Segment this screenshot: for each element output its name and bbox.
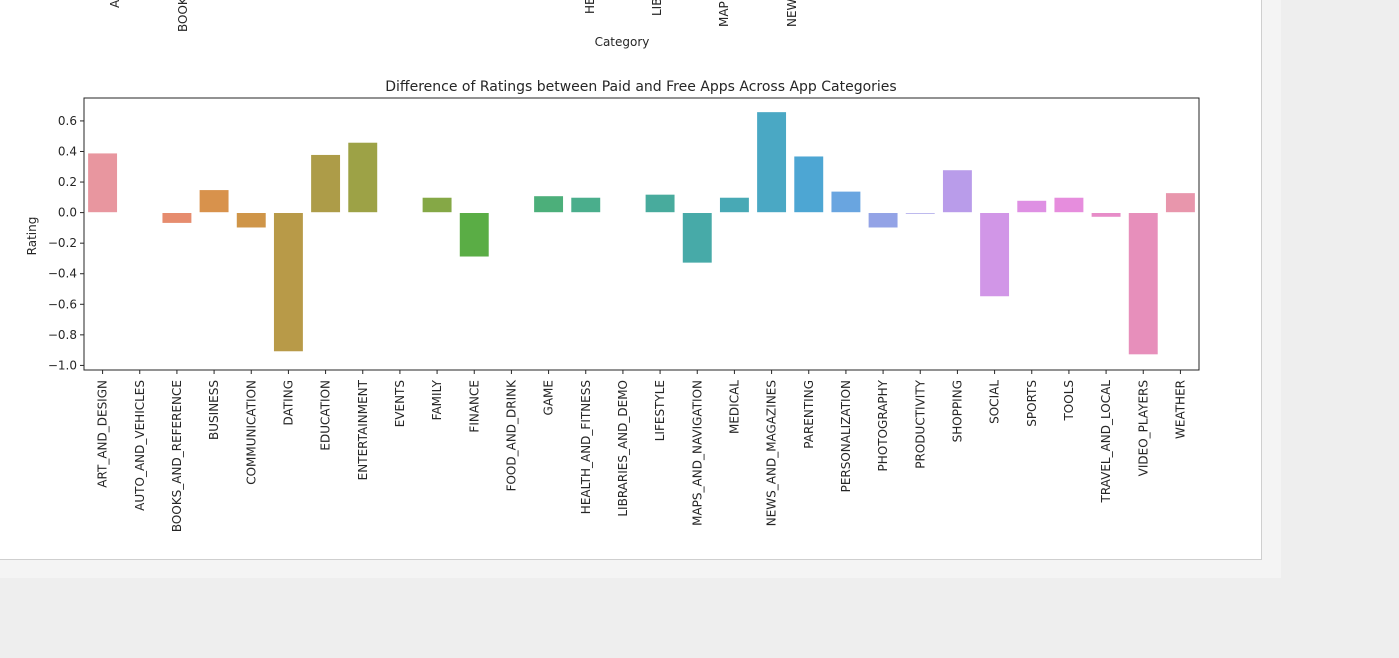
x-tick-label: MEDICAL — [727, 380, 741, 434]
bar-game — [533, 195, 564, 214]
x-tick-label: EVENTS — [393, 380, 407, 427]
plot-frame — [83, 97, 1200, 371]
x-tick-label: FOOD_AND_DRINK — [504, 379, 518, 492]
x-tick-label: ENTERTAINMENT — [356, 379, 370, 480]
x-tick-label: MAPS_AND_NAVIGATION — [690, 380, 704, 526]
bar-entertainment — [347, 141, 379, 214]
y-tick-label: −0.6 — [48, 297, 77, 311]
bar-travel_and_local — [1090, 212, 1122, 218]
y-tick-label: −0.8 — [48, 328, 77, 342]
previous-x-tick-label: LIB — [650, 0, 664, 16]
x-tick-label: LIFESTYLE — [653, 380, 667, 441]
y-tick-label: 0.2 — [58, 175, 77, 189]
x-tick-label: SPORTS — [1025, 380, 1039, 427]
x-tick-label: PRODUCTIVITY — [913, 379, 927, 468]
y-tick-label: −0.2 — [48, 236, 77, 250]
x-tick-label: PERSONALIZATION — [839, 380, 853, 492]
bar-lifestyle — [644, 193, 676, 214]
previous-x-tick-label: MAP — [717, 1, 731, 27]
x-tick-label: PARENTING — [802, 380, 816, 449]
bar-photography — [867, 212, 899, 229]
x-tick-label: EDUCATION — [319, 380, 333, 451]
x-tick-label: COMMUNICATION — [244, 380, 258, 485]
x-tick-label: FINANCE — [467, 380, 481, 433]
previous-chart-partial: AI BOOK HE LIB MAP NEW — [108, 0, 799, 32]
x-tick-label: NEWS_AND_MAGAZINES — [765, 380, 779, 526]
previous-x-tick-label: BOOK — [176, 0, 190, 32]
bar-parenting — [793, 155, 825, 214]
previous-xlabel: Category — [595, 35, 650, 49]
bar-maps_and_navigation — [681, 212, 713, 264]
bar-family — [421, 196, 453, 214]
x-tick-label: SHOPPING — [950, 380, 964, 442]
output-area — [0, 0, 1262, 560]
y-axis-label: Rating — [25, 217, 39, 256]
bar-shopping — [942, 169, 973, 214]
x-tick-label: WEATHER — [1173, 380, 1187, 439]
output-cell — [0, 0, 1262, 560]
bar-books_and_reference — [161, 212, 193, 224]
previous-x-tick-label: HE — [583, 0, 597, 14]
y-tick-label: 0.4 — [58, 144, 77, 158]
x-tick-label: BOOKS_AND_REFERENCE — [170, 380, 184, 532]
bar-tools — [1053, 196, 1085, 214]
x-tick-label: VIDEO_PLAYERS — [1136, 380, 1150, 476]
x-tick-label: FAMILY — [430, 379, 444, 420]
bar-medical — [719, 196, 750, 214]
y-tick-label: −1.0 — [48, 358, 77, 372]
x-tick-label: AUTO_AND_VEHICLES — [133, 380, 147, 511]
y-tick-label: 0.6 — [58, 114, 77, 128]
x-tick-label: BUSINESS — [207, 380, 221, 440]
x-tick-label: SOCIAL — [988, 380, 1002, 424]
bar-art_and_design — [87, 152, 118, 214]
bar-communication — [235, 212, 267, 229]
y-tick-label: 0.0 — [58, 206, 77, 220]
bar-business — [198, 189, 230, 214]
x-tick-label: TRAVEL_AND_LOCAL — [1099, 380, 1113, 504]
x-tick-label: LIBRARIES_AND_DEMO — [616, 380, 630, 517]
x-tick-label: TOOLS — [1062, 380, 1076, 422]
bar-finance — [458, 212, 490, 258]
chart-title: Difference of Ratings between Paid and F… — [385, 79, 896, 95]
bar-productivity — [904, 212, 936, 215]
bar-dating — [273, 212, 304, 353]
bar-sports — [1016, 199, 1048, 214]
x-tick-label: GAME — [542, 380, 556, 415]
bar-health_and_fitness — [570, 196, 602, 214]
bar-video_players — [1127, 212, 1159, 356]
x-tick-label: PHOTOGRAPHY — [876, 379, 890, 471]
x-tick-label: DATING — [281, 380, 295, 425]
bar-news_and_magazines — [756, 111, 787, 214]
x-tick-label: HEALTH_AND_FITNESS — [579, 380, 593, 514]
previous-x-tick-label: AI — [108, 0, 122, 8]
bar-education — [310, 154, 341, 214]
bar-personalization — [830, 190, 862, 214]
previous-x-tick-label: NEW — [785, 0, 799, 27]
bar-weather — [1165, 192, 1196, 214]
x-tick-label: ART_AND_DESIGN — [96, 380, 110, 488]
bar-social — [979, 212, 1010, 298]
y-tick-label: −0.4 — [48, 267, 77, 281]
